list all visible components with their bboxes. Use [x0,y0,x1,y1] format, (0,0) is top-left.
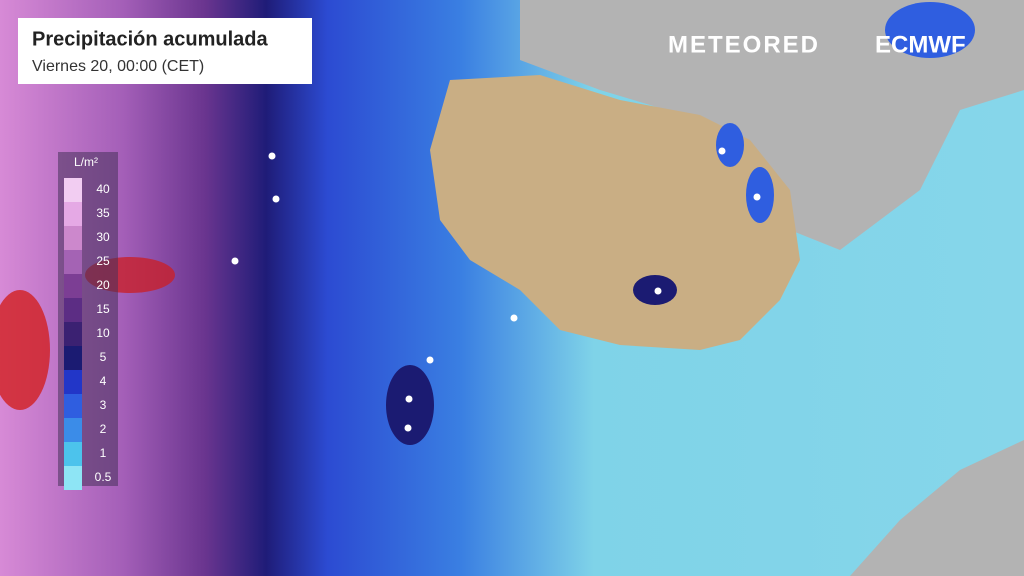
legend-swatch [64,466,82,490]
city [405,395,413,403]
city [268,152,276,160]
legend: 40 35 30 25 20 15 10 5 4 3 2 1 0.5 [64,178,112,490]
city [426,356,434,364]
city [404,424,412,432]
title-box [18,18,312,84]
subtitle: Viernes 20, 00:00 (CET) [32,58,204,75]
logo: METEORED [668,31,820,58]
legend-label: 3 [100,398,107,412]
title: Precipitación acumulada [32,28,269,50]
city [510,314,518,322]
legend-swatch [64,178,82,202]
legend-label: 20 [96,278,110,292]
legend-swatch [64,202,82,226]
legend-swatch [64,298,82,322]
legend-label: 1 [100,446,107,460]
city [718,147,726,155]
legend-swatch [64,370,82,394]
legend-label: 30 [96,230,110,244]
land-north [520,0,1024,250]
cities [231,147,761,432]
city [753,193,761,201]
rain-area [746,167,774,223]
heavy-rain-area [0,290,50,410]
legend-swatch [64,346,82,370]
city [272,195,280,203]
legend-label: 15 [96,302,110,316]
legend-swatch [64,274,82,298]
rain-area [885,2,975,58]
city [231,257,239,265]
legend-label: 35 [96,206,110,220]
legend-label: 4 [100,374,107,388]
land-africa [850,440,1024,576]
legend-label: 0.5 [95,470,112,484]
legend-unit: L/m² [74,155,98,169]
land-dry [430,75,800,350]
legend-swatch [64,322,82,346]
legend-swatch [64,226,82,250]
legend-swatch [64,394,82,418]
rain-area [716,123,744,167]
legend-swatch [64,250,82,274]
legend-label: 2 [100,422,107,436]
legend-label: 25 [96,254,110,268]
logo: ECMWF [875,31,966,58]
legend-label: 10 [96,326,110,340]
legend-label: 40 [96,182,110,196]
legend-label: 5 [100,350,107,364]
legend-swatch [64,442,82,466]
city [654,287,662,295]
legend-swatch [64,418,82,442]
heavy-rain-area [386,365,434,445]
